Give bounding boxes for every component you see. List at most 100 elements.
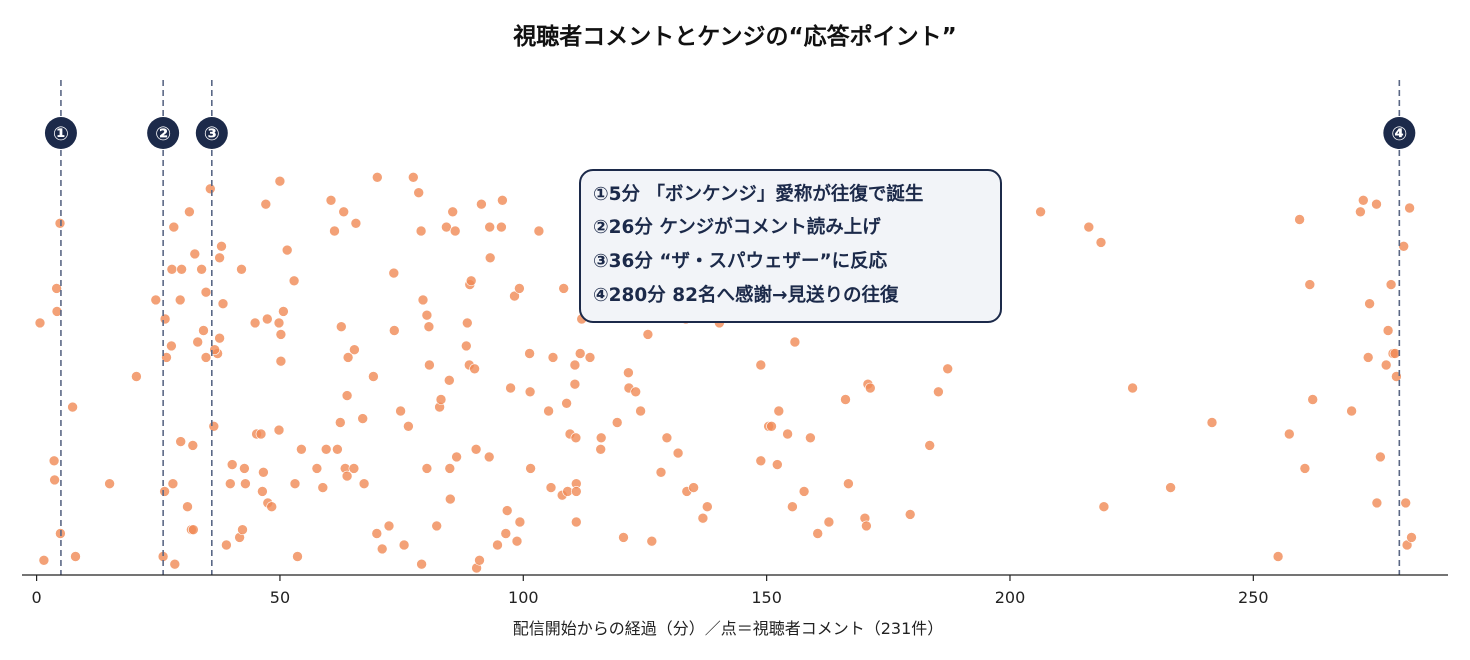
comment-point (1358, 195, 1369, 206)
comment-point (1098, 501, 1110, 513)
x-tick-label: 250 (1238, 588, 1269, 607)
comment-point (443, 374, 455, 386)
comment-point (843, 478, 854, 490)
comment-point (189, 248, 201, 260)
comment-point (415, 225, 427, 237)
comment-point (840, 394, 851, 405)
comment-point (1406, 532, 1417, 543)
comment-point (325, 195, 337, 206)
comment-point (469, 363, 480, 375)
x-tick-label: 0 (32, 588, 42, 607)
comment-point (176, 263, 187, 275)
comment-point (1346, 405, 1357, 417)
comment-point (388, 325, 400, 336)
comment-point (255, 428, 267, 440)
event-marker-2 (147, 117, 180, 149)
comment-point (159, 486, 170, 497)
comment-point (192, 336, 203, 348)
comment-point (196, 263, 207, 275)
comment-point (755, 455, 767, 467)
comment-point (672, 447, 684, 459)
comment-point (771, 459, 783, 470)
event-marker-label-3: ③ (204, 123, 220, 145)
comment-point (67, 401, 78, 413)
comment-point (161, 352, 172, 363)
comment-point (104, 478, 115, 490)
comment-point (447, 206, 459, 218)
comment-point (524, 386, 536, 398)
comment-point (407, 172, 419, 183)
comment-point (371, 528, 383, 539)
comment-point (34, 317, 46, 329)
comment-point (292, 551, 303, 562)
comment-point (273, 424, 285, 436)
comment-point (49, 474, 60, 486)
comment-point (701, 501, 713, 513)
comment-point (805, 432, 816, 444)
annotation-line-4: ④280分 82名へ感謝→見送りの往復 (593, 284, 899, 306)
comment-point (1362, 352, 1374, 363)
comment-point (70, 551, 81, 562)
comment-point (782, 428, 793, 440)
comment-point (570, 486, 582, 497)
comment-point (618, 532, 629, 543)
comment-point (697, 512, 709, 524)
comment-point (239, 463, 250, 474)
comment-point (216, 241, 227, 252)
comment-point (184, 206, 195, 218)
comment-point (558, 283, 570, 294)
comment-point (514, 283, 525, 294)
comment-point (249, 317, 261, 329)
comment-point (787, 501, 798, 513)
comment-point (547, 352, 559, 363)
comment-point (348, 463, 360, 474)
comment-point (320, 443, 332, 455)
comment-point (200, 286, 212, 298)
comment-point (444, 493, 456, 505)
comment-point (403, 420, 414, 432)
comment-point (358, 478, 370, 490)
comment-point (449, 225, 461, 237)
comment-point (205, 183, 216, 195)
comment-point (261, 313, 273, 325)
comment-point (226, 459, 238, 470)
comment-point (570, 516, 582, 528)
comment-point (773, 405, 785, 417)
comment-point (823, 516, 835, 528)
comment-point (646, 535, 658, 547)
comment-point (569, 378, 581, 390)
comment-point (595, 443, 607, 455)
comment-point (368, 371, 379, 382)
comment-point (1398, 241, 1409, 252)
comment-point (431, 520, 443, 532)
comment-point (497, 195, 508, 206)
comment-point (200, 352, 212, 363)
comment-point (169, 558, 181, 570)
comment-point (260, 198, 272, 210)
comment-point (159, 313, 171, 325)
comment-point (188, 524, 199, 536)
comment-point (1400, 497, 1411, 509)
comment-point (334, 417, 346, 428)
comment-point (417, 294, 429, 306)
comment-point (275, 355, 287, 367)
comment-point (208, 420, 220, 432)
comment-point (296, 443, 307, 455)
event-marker-label-2: ② (155, 123, 171, 145)
comment-point (349, 344, 360, 356)
points-layer (34, 172, 1417, 574)
comment-point (623, 367, 634, 379)
comment-point (561, 397, 572, 409)
x-axis-label: 配信開始からの経過（分）／点＝視聴者コメント（231件） (513, 619, 944, 638)
comment-point (812, 528, 824, 539)
comment-point (175, 436, 186, 447)
comment-point (474, 554, 485, 566)
comment-point (1375, 451, 1386, 463)
comment-point (275, 329, 287, 340)
comment-point (38, 554, 50, 566)
annotation-line-1: ①5分 「ボンケンジ」愛称が往復で誕生 (593, 183, 923, 205)
comment-point (543, 405, 554, 417)
comment-point (166, 263, 178, 275)
comment-point (789, 336, 801, 348)
comment-point (435, 394, 447, 405)
